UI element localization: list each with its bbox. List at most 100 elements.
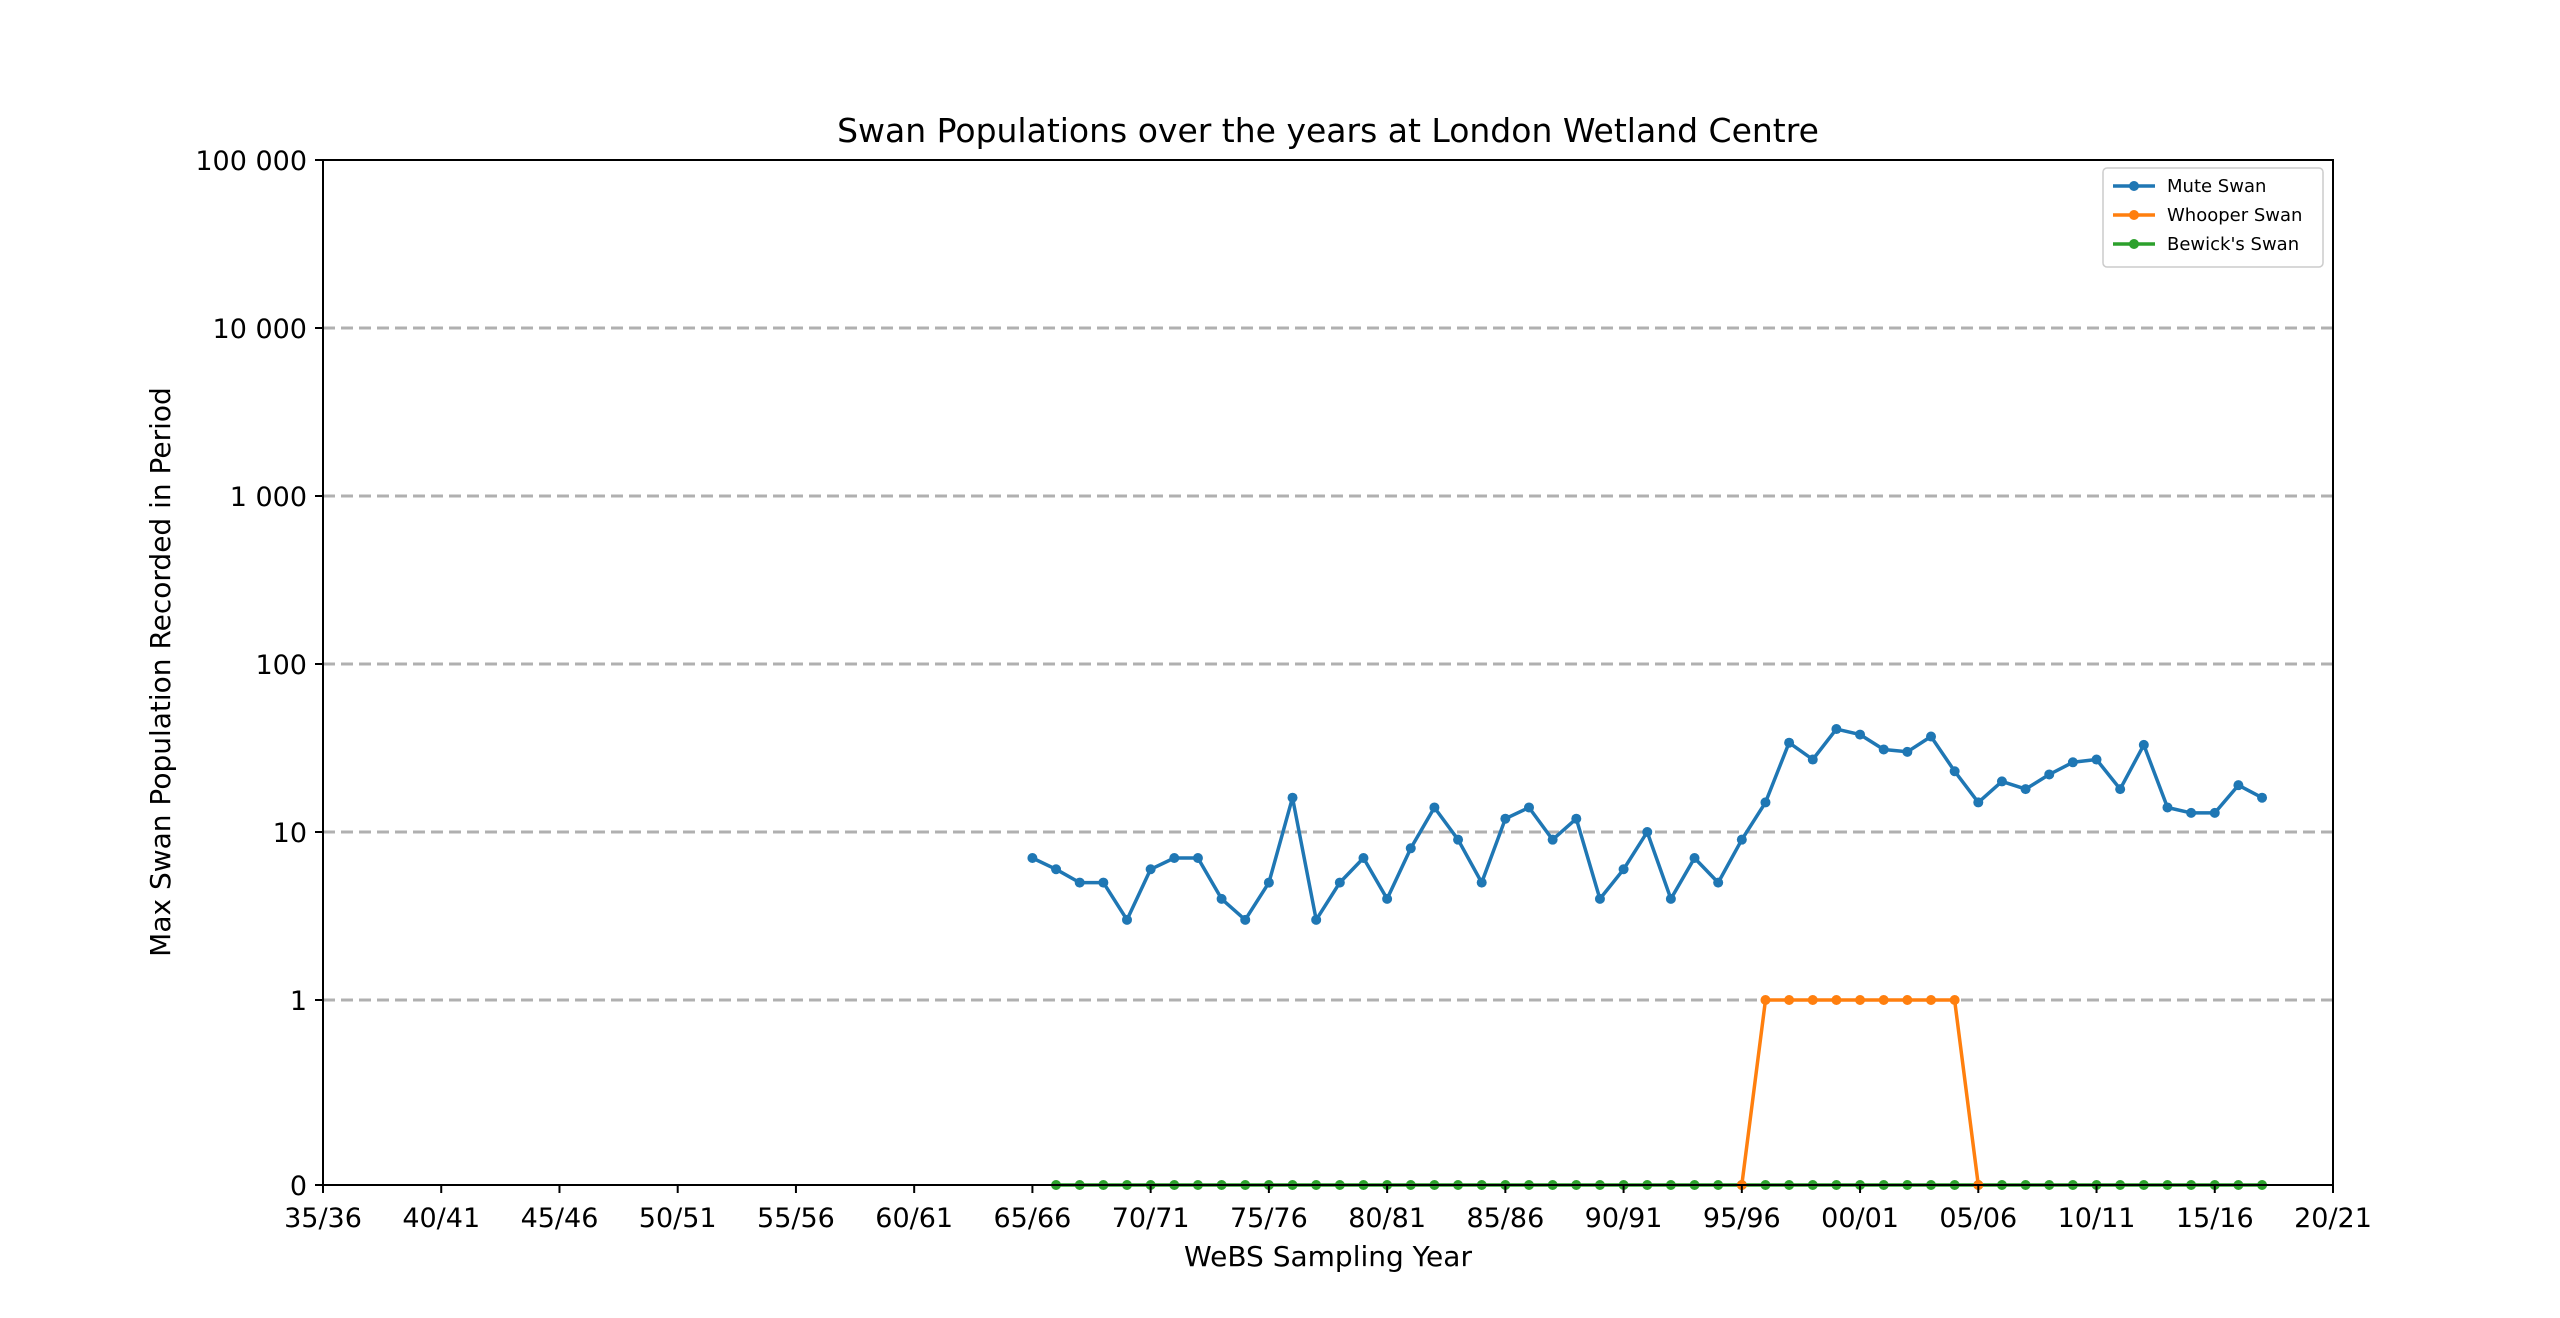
data-point (1547, 834, 1558, 845)
data-point (1027, 853, 1038, 864)
data-point (1855, 995, 1866, 1005)
data-point (2162, 802, 2173, 813)
data-point (1382, 893, 1393, 904)
data-point (1760, 995, 1771, 1005)
data-point (1500, 813, 1511, 824)
x-tick-label: 60/61 (875, 1203, 953, 1234)
legend-marker (2129, 181, 2139, 191)
data-point (1784, 995, 1795, 1005)
x-tick-label: 85/86 (1466, 1203, 1544, 1234)
data-point (1074, 877, 1085, 888)
x-axis-label: WeBS Sampling Year (1184, 1240, 1472, 1273)
series-line (1031, 727, 2263, 922)
x-tick-label: 75/76 (1230, 1203, 1308, 1234)
x-tick-label: 15/16 (2176, 1203, 2254, 1234)
legend-marker (2129, 210, 2139, 220)
series-layer (1027, 724, 2268, 1190)
chart-title: Swan Populations over the years at Londo… (837, 111, 1819, 150)
data-point (1287, 792, 1298, 803)
x-tick-label: 45/46 (521, 1203, 599, 1234)
data-point (2044, 769, 2055, 780)
data-point (1429, 802, 1440, 813)
data-point (1145, 864, 1156, 875)
x-tick-label: 50/51 (639, 1203, 717, 1234)
data-point (1263, 877, 1274, 888)
data-point (2020, 784, 2031, 795)
x-tick-label: 20/21 (2294, 1203, 2372, 1234)
x-tick-label: 65/66 (994, 1203, 1072, 1234)
y-tick-label: 100 000 (195, 146, 307, 177)
data-point (1736, 834, 1747, 845)
data-point (2067, 757, 2078, 768)
data-point (1334, 877, 1345, 888)
x-tick-label: 40/41 (402, 1203, 480, 1234)
data-point (1973, 797, 1984, 808)
data-point (1453, 834, 1464, 845)
data-point (2115, 784, 2126, 795)
data-point (1665, 893, 1676, 904)
data-point (1216, 893, 1227, 904)
data-point (1240, 914, 1251, 925)
data-point (1571, 813, 1582, 824)
data-point (1902, 746, 1913, 757)
grid-layer (323, 326, 2333, 1002)
data-point (1405, 843, 1416, 854)
series-line (1740, 998, 1981, 1186)
x-tick-label: 05/06 (1939, 1203, 2017, 1234)
data-point (2186, 807, 2197, 818)
y-tick-label: 10 (273, 818, 307, 849)
data-point (1807, 754, 1818, 765)
data-point (1358, 853, 1369, 864)
data-point (1524, 802, 1534, 813)
data-point (1949, 995, 1960, 1005)
x-tick-label: 35/36 (284, 1203, 362, 1234)
x-tick-label: 95/96 (1703, 1203, 1781, 1234)
data-point (2138, 739, 2149, 750)
data-point (1192, 853, 1203, 864)
data-point (1476, 877, 1487, 888)
data-point (2257, 792, 2268, 803)
y-tick-label: 10 000 (213, 314, 307, 345)
data-point (1051, 864, 1062, 875)
x-tick-label: 90/91 (1585, 1203, 1663, 1234)
x-tick-label: 70/71 (1112, 1203, 1190, 1234)
data-point (1122, 914, 1132, 925)
data-point (1831, 724, 1842, 735)
data-point (1098, 877, 1109, 888)
legend-entry-label: Whooper Swan (2167, 205, 2302, 226)
data-point (1311, 914, 1322, 925)
data-point (1949, 766, 1960, 777)
y-tick-label: 1 000 (230, 482, 307, 513)
data-point (1878, 995, 1889, 1005)
y-axis-label: Max Swan Population Recorded in Period (144, 387, 177, 957)
data-point (2233, 780, 2244, 791)
x-tick-label: 10/11 (2058, 1203, 2136, 1234)
legend-box (2102, 167, 2324, 268)
ticks-layer: 0 1 10 100 1 000 10 000 100 000 35/36 40/41 45/46… (195, 146, 2372, 1234)
y-tick-label: 1 (290, 986, 307, 1017)
x-tick-label: 00/01 (1821, 1203, 1899, 1234)
data-point (2209, 807, 2220, 818)
data-point (1902, 995, 1913, 1005)
data-point (1996, 776, 2007, 787)
data-point (1807, 995, 1818, 1005)
data-point (2091, 754, 2102, 765)
legend-marker (2129, 239, 2139, 249)
y-tick-label: 0 (290, 1171, 307, 1202)
data-point (1594, 893, 1605, 904)
data-point (1855, 729, 1866, 740)
data-point (1689, 853, 1700, 864)
data-point (1926, 731, 1936, 742)
data-point (1618, 864, 1629, 875)
data-point (1926, 995, 1936, 1005)
plot-frame (322, 159, 2334, 1186)
data-point (1642, 827, 1653, 837)
x-tick-label: 55/56 (757, 1203, 835, 1234)
legend: Mute Swan Whooper Swan Bewick's Swan (2102, 167, 2324, 268)
data-point (1760, 797, 1771, 808)
legend-entry-label: Bewick's Swan (2167, 234, 2299, 255)
data-point (1784, 737, 1795, 748)
legend-entry-label: Mute Swan (2167, 176, 2266, 197)
